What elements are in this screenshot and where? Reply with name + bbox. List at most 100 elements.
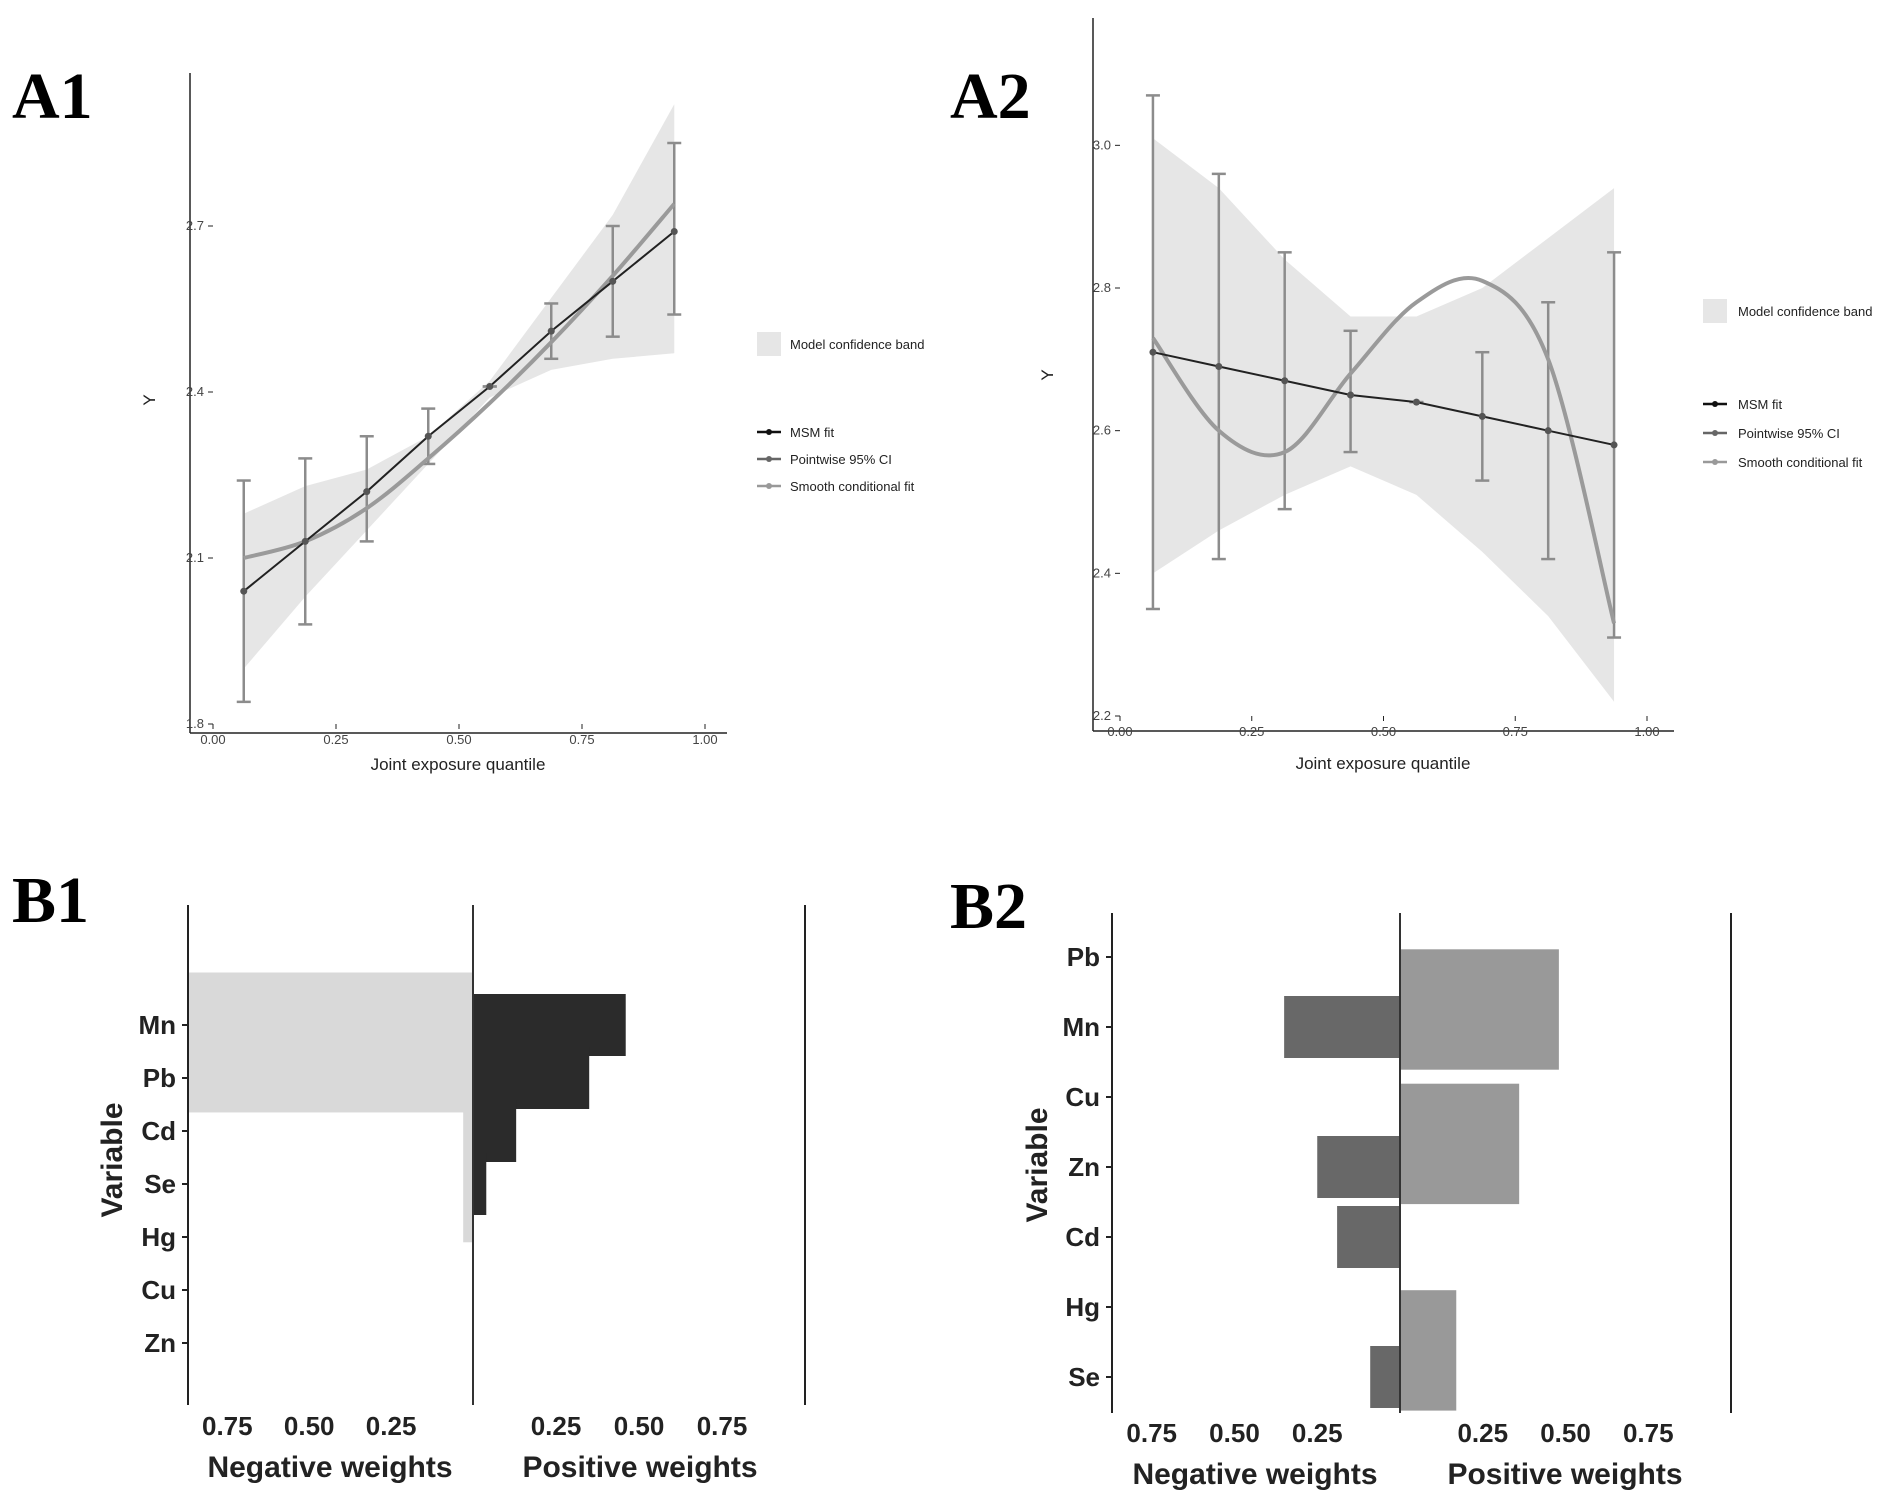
positive-bars	[473, 994, 626, 1215]
smooth-fit-group	[1151, 275, 1617, 624]
msm-point	[547, 327, 555, 335]
positive-weight-bar	[1400, 949, 1559, 1070]
y-tick-label: 2.2	[1093, 708, 1111, 723]
negative-weight-bar	[1284, 996, 1400, 1058]
negative-bars	[188, 972, 473, 1243]
category-label: Se	[1068, 1362, 1100, 1392]
legend-band-label: Model confidence band	[790, 337, 924, 352]
msm-fit-group	[240, 228, 678, 595]
panel-label-b1: B1	[12, 864, 89, 937]
legend-msm-label: MSM fit	[790, 425, 834, 440]
smooth-fit-line	[1151, 275, 1617, 624]
msm-point	[486, 382, 494, 390]
y-tick-label: 2.4	[186, 384, 204, 399]
msm-point	[301, 537, 309, 545]
x-tick-label: 0.25	[1239, 724, 1264, 739]
x-axis-title: Joint exposure quantile	[371, 755, 546, 774]
x-ticks: 0.75 0.50 0.25 0.25 0.50 0.75	[202, 1411, 747, 1441]
negative-weight-bar	[1337, 1206, 1400, 1268]
chart-b1: Mn Pb Cd Se Hg Cu Zn 0.75 0.50 0.25 0.25 0.50 0.75 …	[96, 905, 806, 1484]
legend-smooth-label: Smooth conditional fit	[1738, 455, 1863, 470]
x-ticks: 0.00 0.25 0.50 0.75 1.00	[1107, 716, 1660, 739]
x-tick-label: 0.50	[1371, 724, 1396, 739]
variable-axis-title: Variable	[96, 1102, 129, 1217]
legend-band-label: Model confidence band	[1738, 304, 1872, 319]
x-tick-label-positive: 0.75	[1623, 1418, 1674, 1448]
negative-weights-title: Negative weights	[207, 1451, 452, 1484]
x-tick-label-positive: 0.25	[1457, 1418, 1508, 1448]
x-ticks: 0.00 0.25 0.50 0.75 1.00	[200, 724, 718, 747]
x-tick-label-positive: 0.75	[697, 1411, 748, 1441]
msm-fit-line	[1152, 351, 1615, 446]
positive-weight-bar	[473, 1047, 590, 1109]
positive-bars	[1400, 949, 1559, 1411]
positive-weights-title: Positive weights	[1447, 1458, 1682, 1491]
category-label: Zn	[1068, 1152, 1100, 1182]
variable-axis-title: Variable	[1021, 1107, 1054, 1222]
msm-point	[1412, 398, 1420, 406]
x-ticks: 0.75 0.50 0.25 0.25 0.50 0.75	[1126, 1418, 1673, 1448]
panel-label-a1: A1	[12, 60, 93, 133]
x-tick-label-positive: 0.50	[614, 1411, 665, 1441]
smooth-fit-line	[243, 202, 676, 560]
smooth-fit-group	[243, 202, 676, 560]
x-tick-label-negative: 0.75	[202, 1411, 253, 1441]
x-tick-label: 0.75	[569, 732, 594, 747]
legend-smooth-dot	[1712, 459, 1718, 465]
panel-label-a2: A2	[950, 60, 1031, 133]
category-label: Cu	[141, 1275, 176, 1305]
x-tick-label-positive: 0.50	[1540, 1418, 1591, 1448]
positive-weight-bar	[473, 994, 626, 1056]
category-label: Zn	[144, 1328, 176, 1358]
category-label: Pb	[1067, 942, 1100, 972]
negative-weight-bar	[1370, 1346, 1400, 1408]
y-tick-label: 2.7	[186, 218, 204, 233]
positive-weight-bar	[1400, 1083, 1520, 1205]
msm-fit-line	[243, 230, 675, 592]
legend-band-swatch	[757, 332, 781, 356]
negative-bars	[1284, 996, 1400, 1408]
category-label: Pb	[143, 1063, 176, 1093]
x-tick-label: 0.50	[446, 732, 471, 747]
legend-ci-label: Pointwise 95% CI	[790, 452, 892, 467]
y-ticks: 1.8 2.1 2.4 2.7	[186, 218, 213, 731]
confidence-band	[1152, 138, 1615, 702]
legend-band-swatch	[1703, 299, 1727, 323]
x-tick-label: 1.00	[692, 732, 717, 747]
category-labels: Pb Mn Cu Zn Cd Hg Se	[1062, 942, 1112, 1392]
legend-ci-label: Pointwise 95% CI	[1738, 426, 1840, 441]
legend-msm-dot	[1712, 401, 1718, 407]
legend-smooth-label: Smooth conditional fit	[790, 479, 915, 494]
category-label: Cd	[1065, 1222, 1100, 1252]
category-label: Hg	[141, 1222, 176, 1252]
y-axis-title: Y	[140, 394, 159, 405]
chart-a1: 0.00 0.25 0.50 0.75 1.00 1.8 2.1 2.4 2.7 Joint …	[140, 73, 924, 774]
y-tick-label: 2.8	[1093, 280, 1111, 295]
msm-point	[1215, 362, 1223, 370]
msm-point	[1347, 391, 1355, 399]
x-tick-label-negative: 0.75	[1126, 1418, 1177, 1448]
y-tick-label: 2.1	[186, 550, 204, 565]
category-label: Se	[144, 1169, 176, 1199]
msm-point	[670, 228, 678, 236]
msm-point	[1149, 348, 1157, 356]
legend-ci-dot	[766, 456, 772, 462]
positive-weight-bar	[473, 1153, 487, 1215]
msm-point	[240, 587, 248, 595]
x-tick-label-negative: 0.50	[284, 1411, 335, 1441]
x-tick-label: 0.25	[323, 732, 348, 747]
category-label: Cd	[141, 1116, 176, 1146]
msm-point	[1610, 441, 1618, 449]
panel-label-b2: B2	[950, 870, 1027, 943]
x-tick-label: 0.00	[1107, 724, 1132, 739]
x-tick-label-negative: 0.50	[1209, 1418, 1260, 1448]
x-tick-label: 1.00	[1634, 724, 1659, 739]
msm-fit-group	[1149, 348, 1618, 449]
msm-point	[1478, 412, 1486, 420]
confidence-band	[243, 104, 675, 669]
msm-point	[363, 488, 371, 496]
category-labels: Mn Pb Cd Se Hg Cu Zn	[138, 1010, 188, 1358]
legend-smooth-dot	[766, 483, 772, 489]
y-tick-label: 1.8	[186, 716, 204, 731]
y-axis-title: Y	[1038, 369, 1057, 380]
